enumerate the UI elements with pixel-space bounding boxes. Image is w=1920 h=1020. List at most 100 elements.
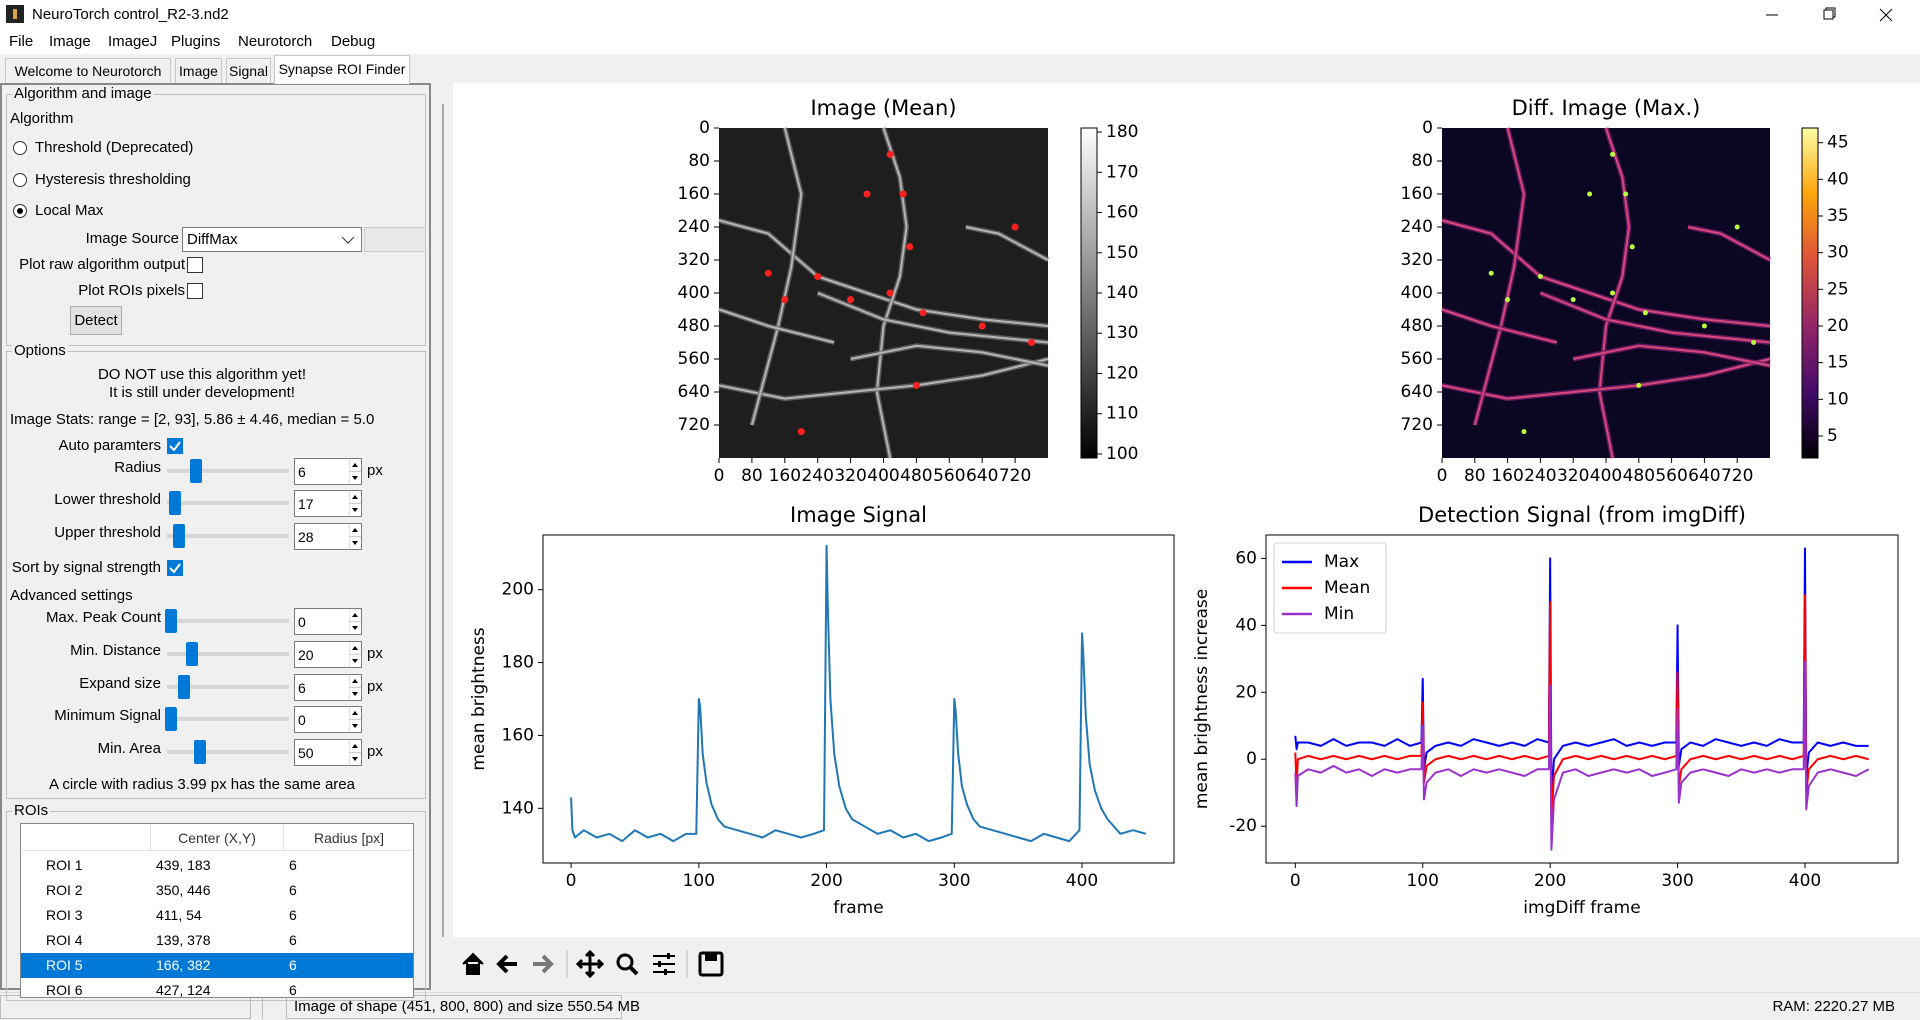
spin-arrows[interactable]: [349, 459, 361, 484]
table-row[interactable]: ROI 3 411, 54 6: [21, 903, 413, 928]
spin-arrows[interactable]: [349, 675, 361, 700]
table-row[interactable]: ROI 4 139, 378 6: [21, 928, 413, 953]
zoom-button[interactable]: [616, 953, 639, 976]
param-label: Min. Distance: [70, 642, 161, 659]
axes-frame: [1265, 534, 1899, 864]
roi-marker: [886, 150, 894, 158]
slider-handle[interactable]: [194, 740, 206, 764]
combo-value: DiffMax: [187, 231, 238, 248]
menu-item[interactable]: File: [9, 33, 34, 50]
table-row[interactable]: ROI 5 166, 382 6: [21, 953, 413, 978]
legend-box: [1273, 542, 1387, 634]
slider-track[interactable]: [167, 501, 289, 505]
spinbox[interactable]: 0: [294, 706, 362, 733]
roi-marker: [1751, 340, 1757, 345]
tab[interactable]: Synapse ROI Finder: [274, 55, 410, 84]
spin-arrows[interactable]: [349, 491, 361, 516]
spinbox[interactable]: 28: [294, 523, 362, 550]
neurite: [1473, 127, 1525, 426]
menu-item[interactable]: ImageJ: [108, 33, 158, 50]
roi-marker: [781, 296, 789, 304]
menu-item[interactable]: Image: [49, 33, 91, 50]
spinbox[interactable]: 50: [294, 739, 362, 766]
slider-handle[interactable]: [173, 524, 185, 548]
radio-button[interactable]: [13, 204, 27, 218]
colorbar-tick-label: 130: [1106, 323, 1138, 343]
menu-item[interactable]: Plugins: [171, 33, 221, 50]
table-cell: 411, 54: [156, 907, 202, 923]
roi-marker: [1701, 323, 1707, 329]
group-title: ROIs: [12, 802, 51, 820]
forward-button[interactable]: [533, 954, 554, 974]
y-tick-label: 400: [1401, 283, 1433, 303]
combo-box[interactable]: DiffMax: [182, 227, 362, 252]
back-button[interactable]: [496, 954, 517, 974]
spinbox[interactable]: 6: [294, 674, 362, 701]
slider-track[interactable]: [167, 652, 289, 656]
combo-box-disabled[interactable]: [364, 227, 426, 252]
slider-handle[interactable]: [165, 609, 177, 633]
y-tick-label: 640: [678, 382, 710, 402]
spin-arrows[interactable]: [349, 524, 361, 549]
slider-track[interactable]: [167, 619, 289, 623]
spinbox[interactable]: 0: [294, 608, 362, 635]
save-button[interactable]: [698, 951, 724, 977]
menu-item[interactable]: Neurotorch: [238, 33, 313, 50]
tab[interactable]: Image: [175, 58, 222, 83]
warning-text: DO NOT use this algorithm yet!: [97, 366, 307, 383]
spinbox[interactable]: 6: [294, 458, 362, 485]
spin-arrows[interactable]: [349, 707, 361, 732]
tab[interactable]: Welcome to Neurotorch: [5, 58, 171, 83]
roi-table[interactable]: Center (X,Y) Radius [px] ROI 1 439, 183 6 ROI…: [20, 823, 414, 998]
slider-track[interactable]: [167, 750, 289, 754]
checkbox[interactable]: [187, 257, 203, 273]
restore-button[interactable]: [1823, 7, 1836, 20]
slider-handle[interactable]: [186, 642, 198, 666]
tab[interactable]: Signal: [226, 58, 271, 83]
slider-track[interactable]: [167, 685, 289, 689]
tab-label: Welcome to Neurotorch: [14, 63, 162, 79]
group-title: Options: [12, 342, 68, 360]
table-header: [21, 824, 413, 851]
table-cell: ROI 1: [46, 857, 83, 873]
home-button[interactable]: [462, 952, 484, 975]
checkbox[interactable]: [167, 438, 183, 454]
spin-arrows[interactable]: [349, 740, 361, 765]
detect-button[interactable]: Detect: [70, 306, 122, 335]
table-cell: 6: [289, 932, 297, 948]
radio-button[interactable]: [13, 173, 27, 187]
slider-track[interactable]: [167, 717, 289, 721]
pan-button[interactable]: [575, 949, 605, 979]
y-tick-label: 240: [1401, 217, 1433, 237]
table-row[interactable]: ROI 6 427, 124 6: [21, 978, 413, 997]
tab-label: Synapse ROI Finder: [278, 61, 406, 77]
colorbar-tick-label: 35: [1827, 206, 1849, 226]
spinbox[interactable]: 17: [294, 490, 362, 517]
slider-handle[interactable]: [169, 491, 181, 515]
roi-marker: [886, 289, 894, 297]
slider-track[interactable]: [167, 534, 289, 538]
scrollbar[interactable]: [442, 104, 444, 937]
radio-label: Local Max: [35, 202, 104, 219]
slider-track[interactable]: [167, 469, 289, 473]
spinbox[interactable]: 20: [294, 641, 362, 668]
x-tick-label: 80: [741, 466, 763, 486]
checkbox-label: Plot raw algorithm output: [19, 256, 185, 273]
status-message: Image of shape (451, 800, 800) and size …: [294, 998, 641, 1015]
checkbox[interactable]: [187, 283, 203, 299]
menu-item[interactable]: Debug: [331, 33, 376, 50]
spin-arrows[interactable]: [349, 609, 361, 634]
slider-handle[interactable]: [190, 459, 202, 483]
slider-handle[interactable]: [165, 707, 177, 731]
close-button[interactable]: [1879, 8, 1893, 22]
configure-button[interactable]: [653, 953, 675, 975]
table-cell: 6: [289, 907, 297, 923]
radio-button[interactable]: [13, 141, 27, 155]
slider-handle[interactable]: [178, 675, 190, 699]
x-tick-label: 200: [1534, 871, 1566, 891]
checkbox[interactable]: [167, 560, 183, 576]
table-row[interactable]: ROI 1 439, 183 6: [21, 853, 413, 878]
y-tick-label: 60: [1235, 548, 1257, 568]
spin-arrows[interactable]: [349, 642, 361, 667]
table-row[interactable]: ROI 2 350, 446 6: [21, 878, 413, 903]
